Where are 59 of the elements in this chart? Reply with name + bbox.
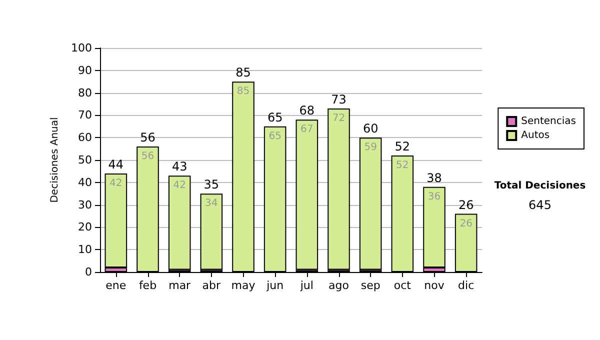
legend-label: Autos [521,130,550,141]
x-tick-label: abr [202,279,222,292]
x-tick-label: ago [328,279,350,292]
total-label: 68 [299,104,315,118]
x-tick-label: oct [394,279,412,292]
data-label: 26 [460,218,472,230]
data-label: 59 [364,142,377,154]
y-tick-label: 0 [85,266,92,278]
y-axis-title: Decisiones Anual [50,117,61,203]
x-tick-label: ene [106,279,126,292]
bar [168,176,191,270]
total-label: 56 [140,130,156,145]
data-label: 52 [396,160,409,172]
text: Total Decisiones [494,180,586,192]
bar [328,108,350,270]
total-label: 65 [267,110,283,124]
legend-label: Sentencias [521,116,576,127]
y-tick-label: 10 [78,243,92,256]
data-label: 72 [332,112,346,124]
x-tick-label: feb [138,279,157,292]
x-tick-label: may [231,279,256,292]
total-label: 85 [236,66,251,80]
total-label: 43 [172,160,188,174]
data-label: 34 [205,198,218,210]
y-tick-label: 20 [78,220,92,234]
total-label: 38 [426,170,442,185]
total-label: 26 [458,198,474,212]
bar [200,194,223,270]
x-tick-label: dic [458,279,474,292]
text: 645 [528,198,552,212]
data-label: 67 [300,124,314,136]
x-tick-label: jun [266,279,284,292]
data-label: 65 [268,130,282,142]
data-label: 42 [110,178,122,189]
bar [359,138,382,270]
bar [104,173,128,268]
y-tick-label: 70 [78,108,92,122]
y-tick-label: 90 [78,64,92,77]
data-label: 85 [236,86,250,98]
y-tick-label: 30 [78,198,92,212]
total-label: 73 [331,92,346,106]
data-label: 56 [141,151,154,162]
y-tick-label: 40 [78,176,92,189]
y-tick-label: 60 [78,131,92,144]
x-tick-label: jul [299,279,314,292]
total-label: 44 [108,157,124,172]
data-label: 36 [428,191,441,202]
data-label: 42 [173,180,186,192]
total-label: 52 [394,140,410,154]
total-label: 35 [204,178,220,192]
y-tick-label: 100 [71,42,92,54]
bar [423,186,446,268]
bar [296,120,318,270]
x-tick-label: sep [360,279,380,292]
y-tick-label: 50 [78,154,92,166]
y-tick-label: 80 [78,86,92,100]
x-tick-label: nov [424,279,445,292]
total-label: 60 [362,122,378,136]
x-tick-label: mar [168,279,192,292]
